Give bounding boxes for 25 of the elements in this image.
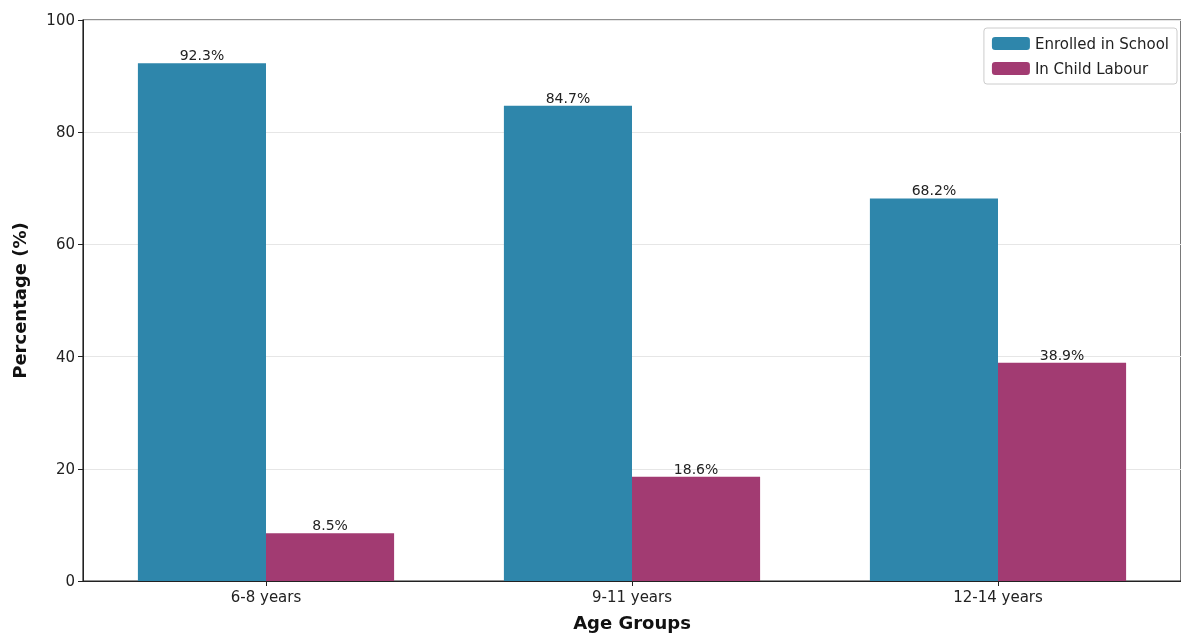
bar — [137, 63, 266, 581]
bar — [632, 476, 761, 581]
x-tick-label: 12-14 years — [953, 587, 1043, 606]
y-axis-title: Percentage (%) — [8, 222, 30, 379]
y-tick-label: 100 — [46, 11, 75, 29]
data-label: 92.3% — [179, 47, 225, 64]
x-tick-label: 6-8 years — [230, 587, 302, 606]
y-tick-label: 0 — [65, 572, 75, 590]
data-label: 84.7% — [545, 89, 591, 106]
data-label: 8.5% — [312, 517, 348, 534]
data-label: 18.6% — [673, 460, 719, 477]
x-tick-label: 9-11 years — [591, 587, 673, 606]
data-label: 68.2% — [911, 182, 957, 199]
y-tick-label: 20 — [55, 459, 75, 478]
bar — [998, 362, 1127, 581]
y-tick-label: 40 — [55, 347, 75, 366]
bar — [503, 105, 632, 581]
bar — [869, 198, 998, 581]
legend-label: In Child Labour — [1034, 59, 1149, 78]
x-axis-title: Age Groups — [573, 611, 691, 633]
y-tick-label: 80 — [55, 123, 75, 142]
data-label: 38.9% — [1039, 346, 1085, 363]
y-tick-label: 60 — [55, 235, 75, 254]
bar — [266, 533, 395, 581]
legend-label: Enrolled in School — [1034, 34, 1169, 53]
